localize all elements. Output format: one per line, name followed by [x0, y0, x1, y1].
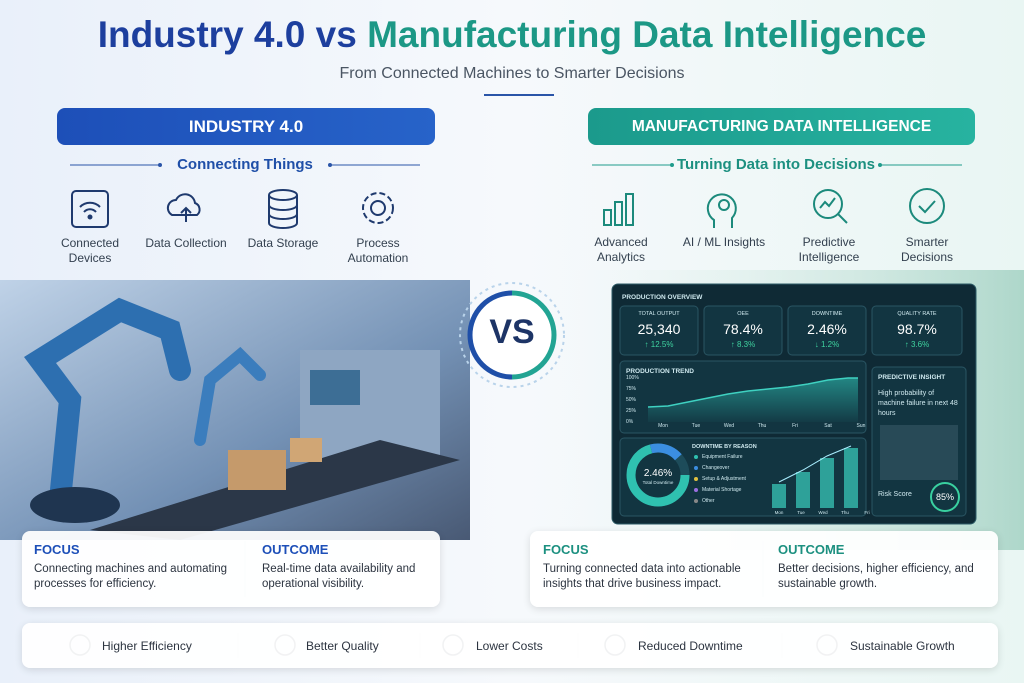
trend-day: Wed	[723, 423, 735, 429]
kpi-change: ↑ 3.6%	[904, 340, 930, 349]
feature-label: Smarter Decisions	[900, 235, 954, 264]
insight-title: PREDICTIVE INSIGHT	[878, 374, 946, 381]
focus-label: FOCUS	[543, 542, 589, 557]
bar-day: Mon	[774, 510, 784, 515]
trend-title: PRODUCTION TREND	[626, 368, 694, 375]
feature-label: Connected Devices	[60, 236, 120, 265]
right-card	[530, 531, 998, 607]
kpi-value: 2.46%	[807, 321, 847, 337]
trend-y-tick: 0%	[626, 419, 634, 425]
downtime-center-label: Total Downtime	[642, 480, 674, 485]
trend-day: Thu	[757, 423, 767, 429]
downtime-reason: Material Shortage	[702, 487, 742, 493]
kpi-change: ↓ 1.2%	[814, 340, 840, 349]
legend-dot	[694, 466, 698, 470]
trend-day: Fri	[792, 423, 798, 429]
benefit-label: Sustainable Growth	[850, 639, 955, 653]
title-left: Industry 4.0	[97, 14, 306, 55]
bar-day: Thu	[841, 510, 849, 515]
outcome-label: OUTCOME	[778, 542, 845, 557]
feature-label: Data Collection	[145, 236, 227, 250]
benefit-label: Higher Efficiency	[102, 639, 192, 653]
bar-day: Fri	[864, 510, 870, 515]
legend-dot	[694, 477, 698, 481]
kpi-value: 98.7%	[897, 321, 937, 337]
risk-label: Risk Score	[878, 491, 912, 498]
benefit-label: Reduced Downtime	[638, 639, 743, 653]
feature-label: Data Storage	[247, 236, 319, 250]
outcome-text: Better decisions, higher efficiency, and…	[778, 563, 974, 590]
benefits-bar	[22, 623, 998, 668]
benefit-label: Lower Costs	[476, 639, 543, 653]
left-card	[22, 531, 440, 607]
trend-y-tick: 25%	[626, 408, 637, 414]
vs-label: VS	[489, 313, 535, 351]
left-subheader: Connecting Things	[177, 156, 313, 173]
right-subheader: Turning Data into Decisions	[676, 156, 876, 173]
trend-day: Tue	[691, 423, 701, 429]
right-header: MANUFACTURING DATA INTELLIGENCE	[588, 108, 975, 145]
trend-y-tick: 50%	[626, 397, 637, 403]
kpi-label: OEE	[737, 311, 749, 317]
downtime-reason: Equipment Failure	[702, 454, 743, 460]
focus-label: FOCUS	[34, 542, 80, 557]
kpi-change: ↑ 12.5%	[644, 340, 674, 349]
dashboard-title: PRODUCTION OVERVIEW	[622, 294, 703, 301]
legend-dot	[694, 455, 698, 459]
outcome-text: Real-time data availability and operatio…	[262, 563, 416, 590]
title-right: Manufacturing Data Intelligence	[367, 14, 927, 55]
trend-day: Mon	[658, 423, 668, 429]
kpi-label: QUALITY RATE	[897, 311, 937, 317]
bar-day: Wed	[818, 510, 828, 515]
left-header: INDUSTRY 4.0	[57, 108, 435, 145]
downtime-reason: Changeover	[702, 465, 730, 471]
feature-label: Process Automation	[347, 236, 409, 265]
kpi-value: 25,340	[637, 321, 681, 337]
downtime-title: DOWNTIME BY REASON	[692, 444, 757, 450]
benefit-label: Better Quality	[306, 639, 379, 653]
kpi-label: DOWNTIME	[811, 311, 843, 317]
downtime-reason: Other	[702, 498, 715, 504]
legend-dot	[694, 499, 698, 503]
title: Industry 4.0 vs Manufacturing Data Intel…	[0, 14, 1024, 56]
downtime-value: 2.46%	[643, 468, 673, 479]
trend-y-tick: 100%	[626, 375, 639, 381]
kpi-value: 78.4%	[723, 321, 763, 337]
kpi-label: TOTAL OUTPUT	[638, 311, 680, 317]
focus-text: Turning connected data into actionable i…	[543, 563, 741, 590]
insight-text: High probability of machine failure in n…	[878, 390, 958, 417]
outcome-label: OUTCOME	[262, 542, 329, 557]
bar-day: Tue	[797, 510, 805, 515]
feature-label: Advanced Analytics	[594, 235, 648, 264]
feature-label: AI / ML Insights	[682, 235, 766, 249]
legend-dot	[694, 488, 698, 492]
downtime-reason: Setup & Adjustment	[702, 476, 746, 482]
title-vs: vs	[315, 14, 357, 55]
focus-text: Connecting machines and automating proce…	[34, 563, 228, 590]
feature-label: Predictive Intelligence	[798, 235, 860, 264]
kpi-change: ↑ 8.3%	[730, 340, 756, 349]
trend-day: Sun	[856, 423, 866, 429]
subtitle: From Connected Machines to Smarter Decis…	[339, 65, 685, 82]
trend-y-tick: 75%	[626, 386, 637, 392]
trend-day: Sat	[824, 423, 832, 429]
risk-value: 85%	[935, 492, 954, 502]
